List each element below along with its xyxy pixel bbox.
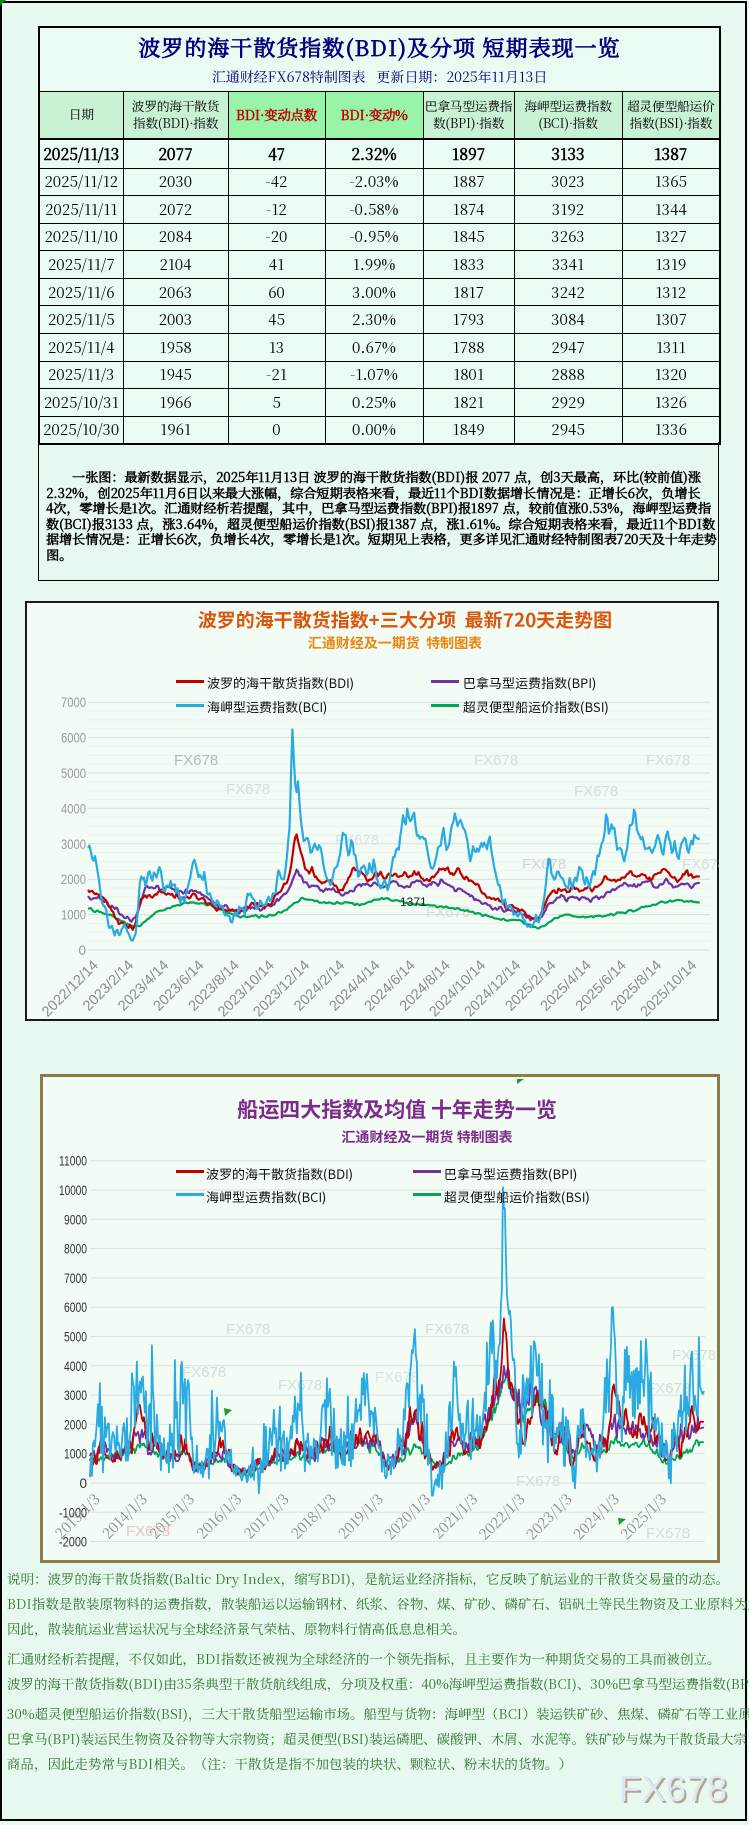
svg-text:6000: 6000: [61, 731, 86, 746]
svg-text:1371: 1371: [400, 895, 427, 909]
svg-text:2021/1/3: 2021/1/3: [428, 1489, 483, 1544]
svg-text:FX678: FX678: [682, 856, 719, 873]
svg-text:1000: 1000: [61, 908, 86, 923]
svg-text:2022/1/3: 2022/1/3: [474, 1489, 529, 1544]
svg-text:2000: 2000: [61, 872, 86, 887]
svg-text:FX678: FX678: [226, 1321, 270, 1338]
svg-text:11000: 11000: [59, 1154, 87, 1169]
svg-text:FX678: FX678: [646, 1525, 690, 1542]
svg-text:2023/1/3: 2023/1/3: [521, 1489, 576, 1544]
svg-text:5000: 5000: [61, 766, 86, 781]
svg-text:2000: 2000: [64, 1417, 87, 1432]
svg-text:2019/1/3: 2019/1/3: [333, 1489, 388, 1544]
svg-text:3000: 3000: [61, 837, 86, 852]
svg-text:FX678: FX678: [425, 1321, 469, 1338]
svg-text:FX678: FX678: [226, 781, 270, 798]
svg-text:5000: 5000: [64, 1330, 87, 1345]
svg-text:FX678: FX678: [174, 752, 218, 769]
svg-text:FX678: FX678: [182, 1364, 226, 1381]
svg-text:8000: 8000: [64, 1242, 87, 1257]
svg-text:FX678: FX678: [646, 752, 690, 769]
svg-text:1000: 1000: [64, 1447, 87, 1462]
svg-text:6000: 6000: [64, 1300, 87, 1315]
svg-text:2017/1/3: 2017/1/3: [239, 1489, 294, 1544]
svg-text:FX678: FX678: [375, 1369, 419, 1386]
svg-text:FX678: FX678: [126, 1523, 170, 1540]
svg-text:FX678: FX678: [474, 752, 518, 769]
svg-text:0: 0: [78, 943, 86, 958]
svg-text:10000: 10000: [59, 1183, 87, 1198]
svg-text:3000: 3000: [64, 1388, 87, 1403]
svg-text:4000: 4000: [64, 1359, 87, 1374]
svg-text:FX678: FX678: [574, 783, 618, 800]
svg-text:FX678: FX678: [522, 856, 566, 873]
svg-text:4000: 4000: [61, 801, 86, 816]
svg-text:2016/1/3: 2016/1/3: [192, 1489, 247, 1544]
svg-text:FX678: FX678: [646, 1380, 690, 1397]
svg-text:2024/1/3: 2024/1/3: [568, 1489, 623, 1544]
svg-text:7000: 7000: [61, 695, 86, 710]
svg-text:FX678: FX678: [672, 1347, 716, 1364]
svg-text:9000: 9000: [64, 1212, 87, 1227]
svg-text:FX678: FX678: [516, 1473, 560, 1490]
svg-text:2020/1/3: 2020/1/3: [379, 1489, 434, 1544]
svg-text:2018/1/3: 2018/1/3: [286, 1489, 341, 1544]
svg-text:-2000: -2000: [59, 1535, 87, 1550]
svg-text:7000: 7000: [64, 1271, 87, 1286]
svg-text:-1000: -1000: [59, 1505, 87, 1520]
svg-text:0: 0: [79, 1476, 87, 1491]
